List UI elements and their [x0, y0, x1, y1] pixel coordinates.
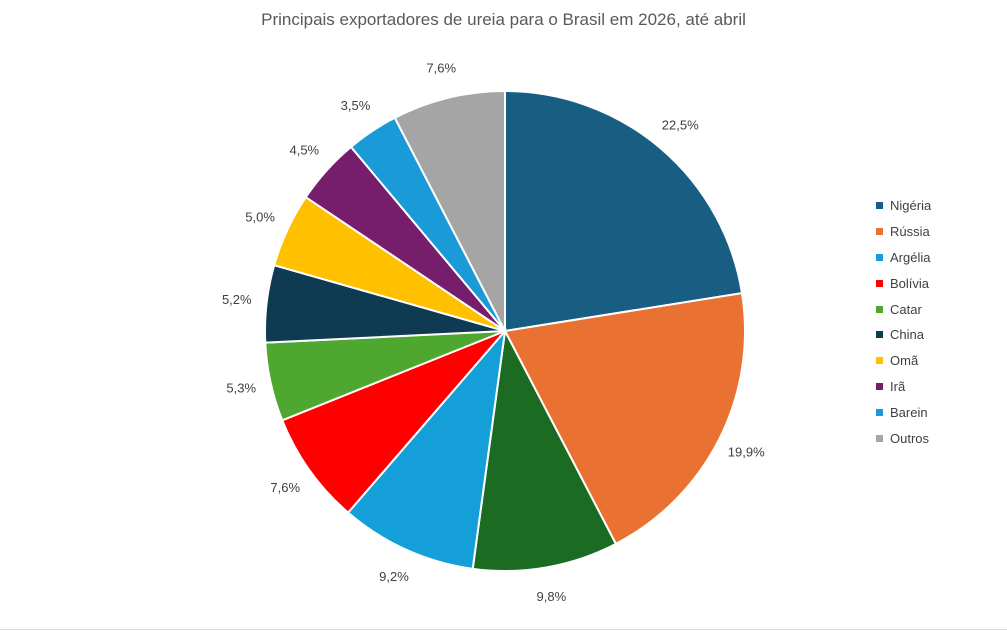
legend-swatch — [876, 434, 883, 442]
legend-item: Bolívia — [876, 270, 931, 296]
legend-label: Barein — [890, 404, 928, 420]
legend-label: Argélia — [890, 249, 931, 265]
legend: Nigéria Rússia Argélia Bolívia Catar China Omã… — [876, 193, 931, 451]
data-label-7: 5,2% — [222, 292, 252, 307]
legend-swatch — [876, 228, 883, 236]
legend-item: Outros — [876, 425, 931, 451]
data-label-6: 5,3% — [226, 381, 256, 396]
data-label-11: 7,6% — [426, 61, 456, 76]
legend-item: Argélia — [876, 245, 931, 271]
data-label-2: 19,9% — [728, 444, 765, 459]
legend-swatch — [876, 331, 883, 339]
legend-item: China — [876, 322, 931, 348]
data-label-5: 7,6% — [270, 480, 300, 495]
legend-swatch — [876, 253, 883, 261]
legend-item: Omã — [876, 348, 931, 374]
legend-swatch — [876, 279, 883, 287]
chart-title: Principais exportadores de ureia para o … — [261, 10, 746, 29]
pie-slice-2 — [503, 291, 746, 546]
legend-label: Omã — [890, 353, 919, 369]
legend-swatch — [876, 305, 883, 313]
legend-swatch — [876, 202, 883, 210]
legend-item: Nigéria — [876, 193, 931, 219]
legend-label: Irã — [890, 378, 906, 394]
data-label-10: 3,5% — [341, 98, 371, 113]
legend-label: Rússia — [890, 224, 930, 240]
legend-label: Catar — [890, 301, 922, 317]
pie-slice-4 — [346, 327, 507, 570]
pie-slice-3 — [471, 327, 618, 572]
legend-swatch — [876, 382, 883, 390]
legend-label: Nigéria — [890, 198, 932, 214]
legend-swatch — [876, 408, 883, 416]
legend-item: Catar — [876, 296, 931, 322]
data-label-3: 9,8% — [537, 589, 567, 604]
pie-slice-1 — [504, 89, 744, 333]
data-label-1: 22,5% — [662, 118, 699, 133]
legend-swatch — [876, 357, 883, 365]
data-label-8: 5,0% — [245, 209, 275, 224]
data-label-9: 4,5% — [289, 142, 319, 157]
legend-label: China — [890, 327, 924, 343]
legend-item: Rússia — [876, 219, 931, 245]
legend-item: Irã — [876, 374, 931, 400]
bottom-divider — [0, 629, 1007, 630]
pie-slice-11 — [393, 89, 506, 332]
legend-label: Outros — [890, 430, 930, 446]
data-label-4: 9,2% — [379, 569, 409, 584]
legend-item: Barein — [876, 399, 931, 425]
pie-slice-5 — [280, 330, 506, 515]
legend-label: Bolívia — [890, 275, 930, 291]
